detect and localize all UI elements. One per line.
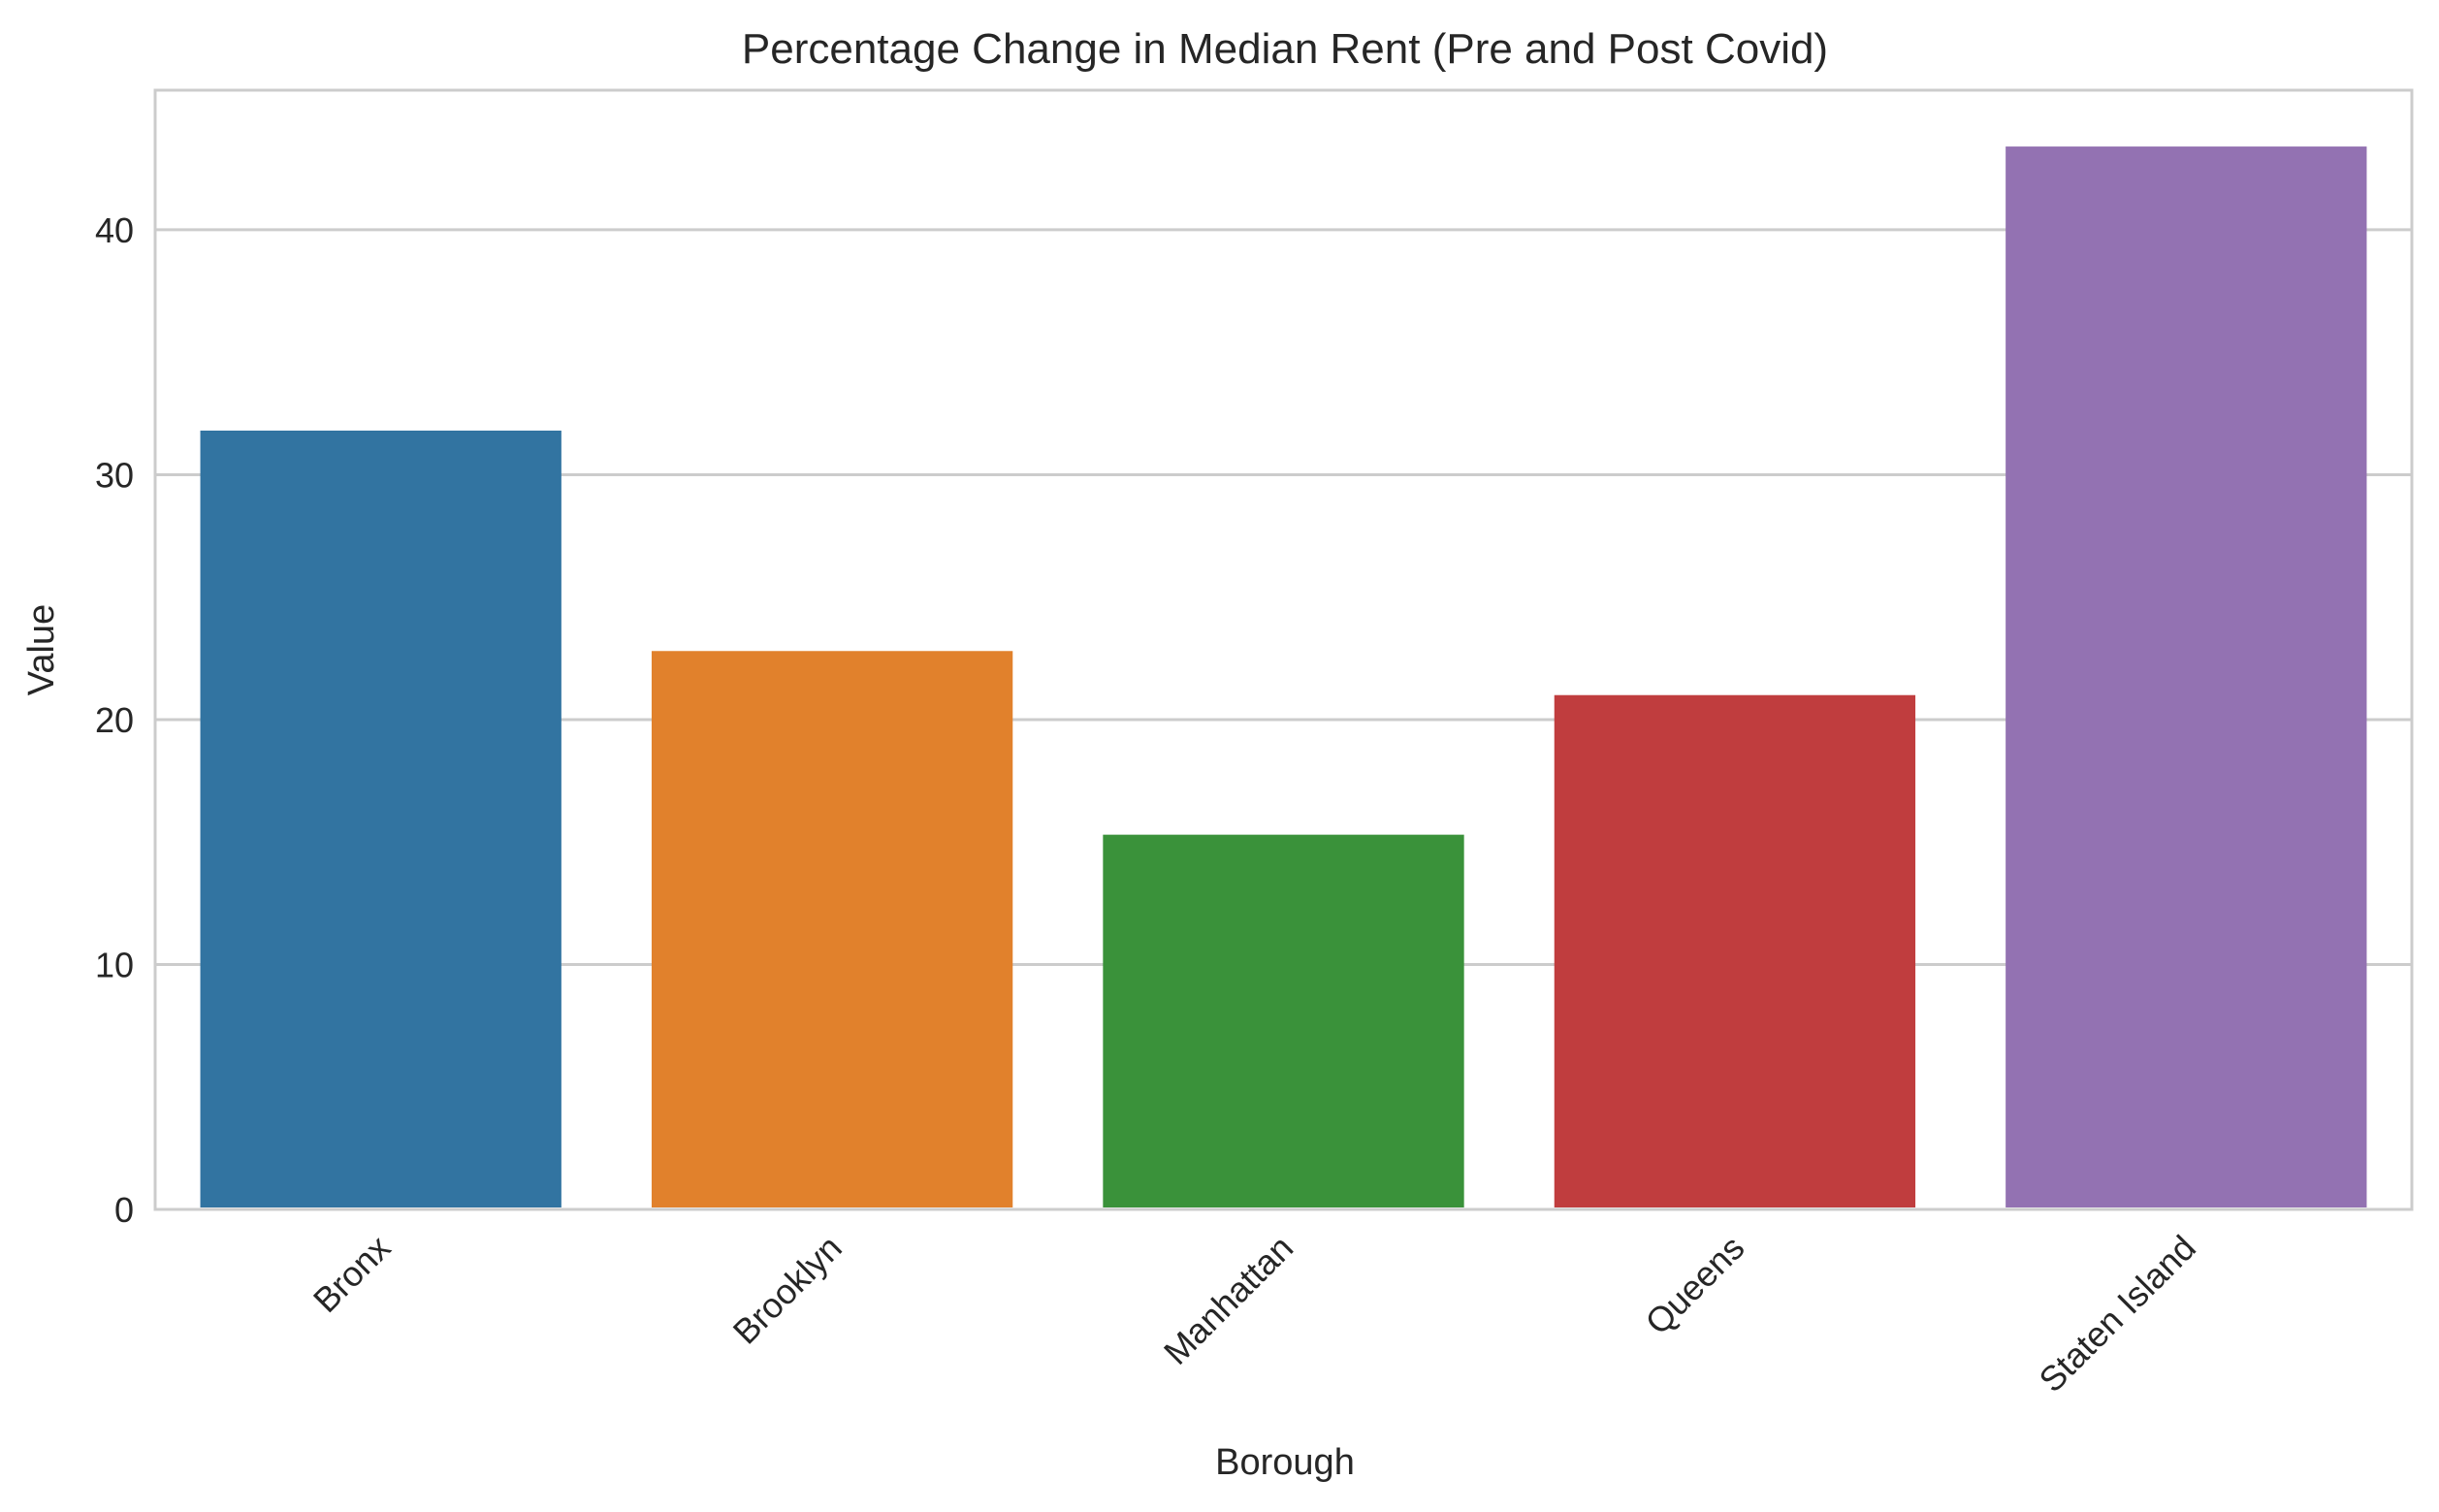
y-tick-label: 20 [95,700,134,740]
y-tick-labels: 0 10 20 30 40 [95,210,134,1230]
bar-manhattan [1103,834,1464,1207]
bar-queens [1554,694,1916,1207]
bars [200,146,2367,1208]
bar-brooklyn [651,651,1013,1207]
x-axis-label: Borough [1215,1442,1355,1483]
bar-staten-island [2006,146,2367,1208]
y-axis-label: Value [21,604,62,695]
chart-title: Percentage Change in Median Rent (Pre an… [742,25,1828,73]
plot-frame [153,88,2414,1211]
y-tick-label: 0 [114,1190,134,1230]
y-tick-label: 30 [95,455,134,495]
y-tick-label: 10 [95,945,134,984]
y-tick-label: 40 [95,210,134,250]
bar-bronx [200,430,562,1207]
